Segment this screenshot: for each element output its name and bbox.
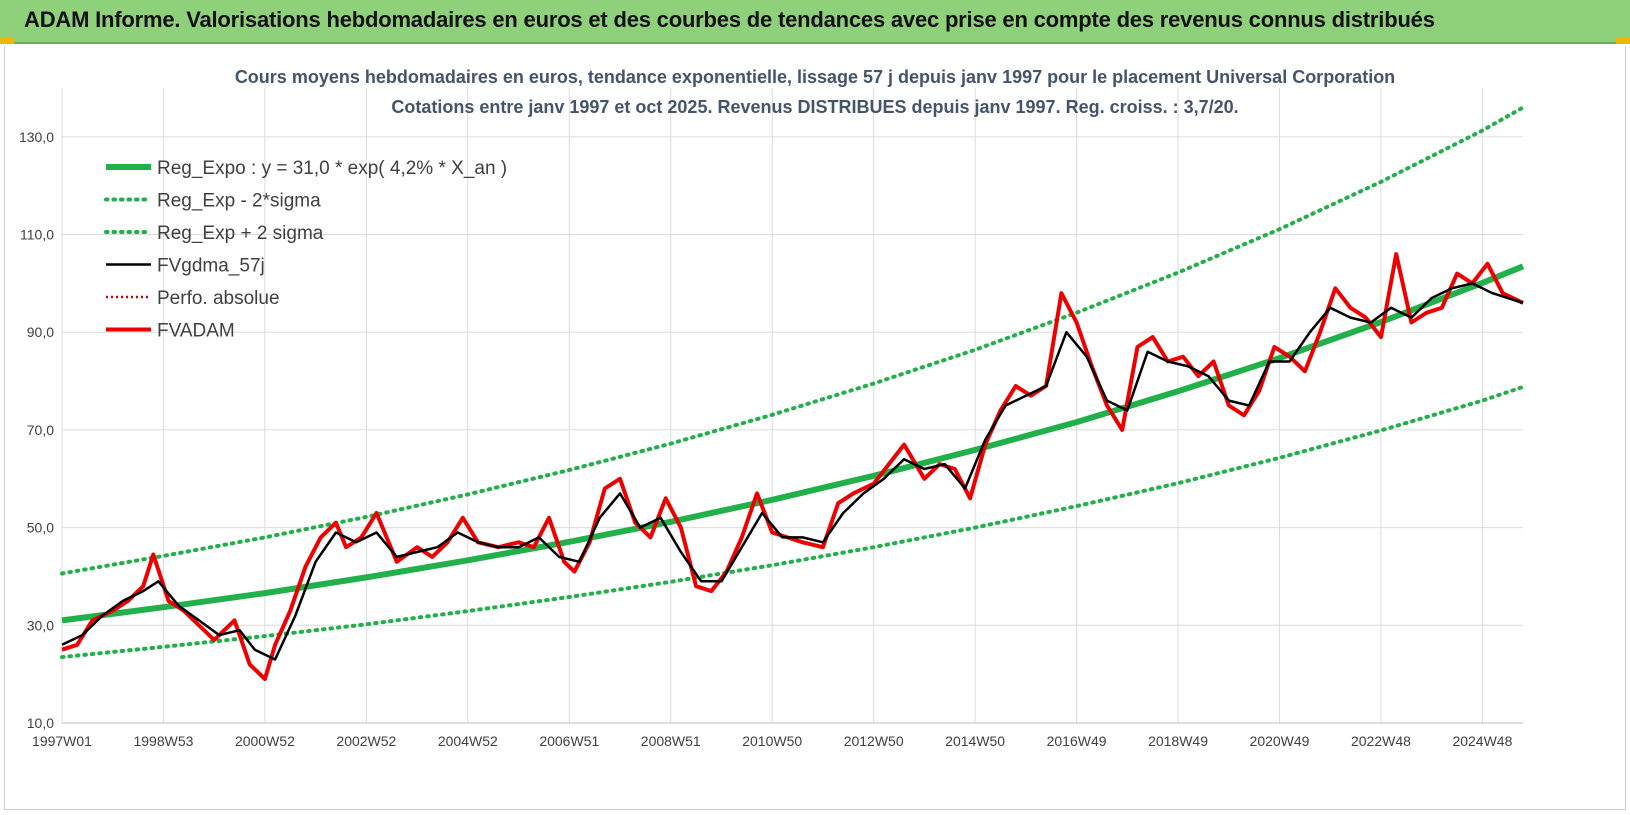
x-tick-label-7: 2010W50: [742, 733, 802, 749]
x-axis-labels: 1997W01 1998W53 2000W52 2002W52 2004W52 2006W…: [32, 733, 1513, 749]
grid: [61, 88, 1523, 724]
x-tick-label-10: 2016W49: [1047, 733, 1107, 749]
chart-frame: 10,0 30,0 50,0 70,0 90,0 110,0 130,0 1997W01 19…: [4, 46, 1626, 810]
y-tick-label-0: 10,0: [27, 715, 54, 731]
x-tick-label-2: 2000W52: [235, 733, 295, 749]
y-axis-labels: 10,0 30,0 50,0 70,0 90,0 110,0 130,0: [19, 129, 54, 731]
legend-label-reg-plus: Reg_Exp + 2 sigma: [157, 223, 324, 244]
x-tick-label-8: 2012W50: [844, 733, 904, 749]
report-title: ADAM Informe. Valorisations hebdomadaire…: [24, 7, 1435, 32]
legend-label-fvadam: FVADAM: [157, 321, 235, 342]
x-tick-label-4: 2004W52: [438, 733, 498, 749]
legend-label-fvgdma: FVgdma_57j: [157, 256, 265, 277]
y-tick-label-6: 130,0: [19, 129, 54, 145]
x-tick-label-14: 2024W48: [1452, 733, 1512, 749]
x-tick-label-6: 2008W51: [641, 733, 701, 749]
x-tick-label-12: 2020W49: [1250, 733, 1310, 749]
corner-marker-left: [0, 38, 14, 44]
legend: Reg_Expo : y = 31,0 * exp( 4,2% * X_an )…: [104, 158, 507, 342]
series-layer: [60, 105, 1525, 681]
series-line-reg-minus: [60, 384, 1525, 660]
legend-label-perfo: Perfo. absolue: [157, 288, 280, 309]
series-line-reg-expo: [61, 263, 1525, 624]
report-header: ADAM Informe. Valorisations hebdomadaire…: [0, 0, 1630, 44]
series-line-reg-plus: [60, 105, 1525, 576]
chart-title: Cours moyens hebdomadaires en euros, ten…: [235, 67, 1395, 87]
series-line-fvgdma: [61, 282, 1524, 661]
x-tick-label-11: 2018W49: [1148, 733, 1208, 749]
y-tick-label-5: 110,0: [20, 227, 54, 243]
x-tick-label-0: 1997W01: [32, 733, 92, 749]
y-tick-label-4: 90,0: [27, 324, 54, 340]
x-tick-label-1: 1998W53: [133, 733, 193, 749]
series-line-fvadam: [61, 252, 1524, 681]
y-tick-label-1: 30,0: [27, 617, 54, 633]
x-tick-label-3: 2002W52: [336, 733, 396, 749]
chart-subtitle: Cotations entre janv 1997 et oct 2025. R…: [391, 97, 1238, 117]
legend-label-reg-minus: Reg_Exp - 2*sigma: [157, 191, 321, 212]
legend-label-reg-expo: Reg_Expo : y = 31,0 * exp( 4,2% * X_an ): [157, 158, 507, 179]
x-tick-label-5: 2006W51: [539, 733, 599, 749]
y-tick-label-3: 70,0: [27, 422, 54, 438]
y-tick-label-2: 50,0: [27, 520, 54, 536]
x-tick-label-13: 2022W48: [1351, 733, 1411, 749]
x-tick-label-9: 2014W50: [945, 733, 1005, 749]
corner-marker-right: [1616, 38, 1630, 44]
